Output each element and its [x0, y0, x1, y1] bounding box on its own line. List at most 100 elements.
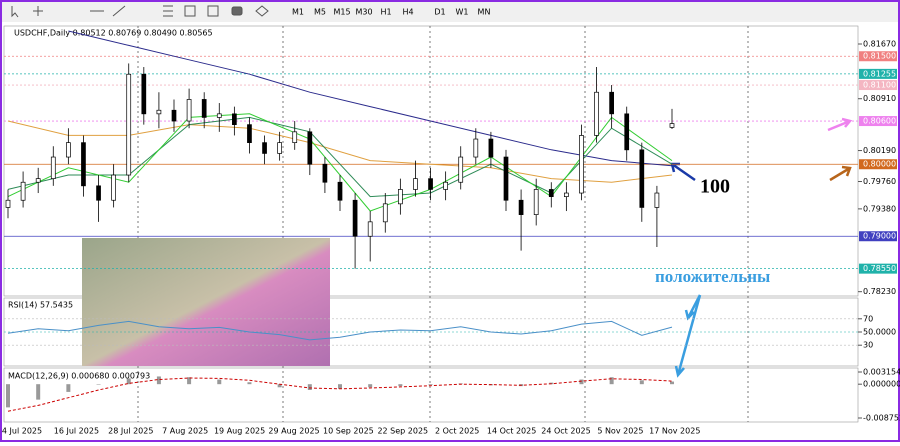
macd-bar: [126, 378, 131, 385]
timeframe-button[interactable]: W1: [456, 8, 469, 17]
macd-bar: [156, 376, 161, 385]
macd-bar: [670, 381, 674, 385]
x-tick-label: 10 Sep 2025: [323, 427, 374, 436]
candle-body: [277, 142, 282, 154]
timeframe-button[interactable]: H1: [380, 8, 391, 17]
macd-bar: [217, 379, 222, 385]
candle-body: [473, 138, 479, 158]
x-tick-label: 7 Aug 2025: [162, 427, 208, 436]
toolbar-icons: [11, 5, 269, 18]
level-label: 0.78550: [863, 264, 896, 273]
level-label-bg: [859, 159, 897, 170]
candle-body: [594, 91, 599, 136]
candle-body: [413, 178, 418, 190]
candle-body: [171, 109, 177, 122]
x-tick-label: 14 Oct 2025: [487, 427, 536, 436]
macd-bar: [398, 384, 403, 387]
candle-body: [579, 135, 584, 194]
candle-body: [382, 203, 388, 223]
cursor-icon[interactable]: [11, 6, 19, 18]
macd-bar: [36, 384, 41, 400]
candle-body: [428, 178, 433, 190]
y-tick-label: 70: [863, 314, 873, 323]
x-tick-label: 2 Oct 2025: [435, 427, 479, 436]
candle-body: [488, 138, 494, 158]
candle-body: [398, 189, 403, 205]
candle-body: [81, 142, 86, 187]
macd-bar: [6, 384, 10, 408]
candle-body: [216, 113, 222, 118]
moving-average: [7, 120, 673, 183]
candle-body: [201, 99, 207, 118]
candle-body: [669, 123, 675, 128]
candle-body: [533, 189, 539, 215]
label-icon[interactable]: [207, 5, 219, 17]
candle-body: [367, 221, 373, 237]
rsi-header: RSI(14) 57.5435: [8, 301, 73, 310]
candle-body: [292, 131, 298, 143]
crosshair-icon[interactable]: [33, 6, 43, 16]
candle-body: [247, 124, 252, 143]
macd-bar: [66, 384, 71, 392]
level-label: 0.80600: [863, 117, 896, 126]
macd-bar: [428, 384, 433, 385]
candle-body: [20, 181, 26, 201]
candle-body: [352, 199, 358, 237]
candle-body: [232, 113, 237, 125]
text-icon[interactable]: [184, 5, 196, 17]
candle-body: [609, 91, 614, 115]
y-tick-label: 30: [863, 341, 873, 350]
macd-bar: [609, 377, 614, 385]
moving-average: [7, 113, 673, 212]
arrows: [670, 117, 853, 378]
main-plot: [3, 25, 859, 297]
annotation-text: положительны: [655, 267, 770, 286]
macd-bar: [96, 384, 101, 385]
candle-body: [50, 156, 56, 179]
y-tick-label: -0.008752: [863, 414, 900, 423]
moving-average: [68, 30, 673, 167]
x-tick-label: 19 Aug 2025: [214, 427, 265, 436]
level-label-bg: [859, 51, 897, 62]
timeframe-button[interactable]: M5: [314, 8, 326, 17]
x-tick-label: 24 Oct 2025: [541, 427, 590, 436]
fibo-icon[interactable]: [163, 5, 173, 17]
timeframe-button[interactable]: D1: [434, 8, 445, 17]
macd-bar: [307, 384, 312, 390]
candle-body: [66, 142, 71, 158]
candle-body: [548, 189, 554, 197]
macd-bar: [368, 384, 373, 388]
shape-icon[interactable]: [231, 6, 243, 16]
timeframe-button[interactable]: M30: [355, 8, 372, 17]
level-label: 0.81100: [863, 81, 896, 90]
toolbar: [2, 2, 898, 22]
timeframe-button[interactable]: M1: [292, 8, 304, 17]
y-tick-label: 0.81670: [863, 40, 896, 49]
timeframe-button[interactable]: MN: [478, 8, 491, 17]
candle-body: [186, 99, 192, 122]
y-tick-label: 0.79760: [863, 177, 896, 186]
macd-signal: [7, 377, 673, 412]
x-tick-label: 22 Sep 2025: [377, 427, 428, 436]
y-tick-label: 0.000000: [863, 380, 900, 389]
candle-body: [639, 149, 645, 208]
x-tick-label: 16 Jul 2025: [54, 427, 99, 436]
macd-bar: [579, 379, 584, 385]
level-label-bg: [859, 263, 897, 274]
candle-body: [111, 174, 116, 201]
candle-body: [5, 199, 11, 208]
macd-plot: [3, 367, 859, 423]
trendline-icon[interactable]: [112, 5, 126, 17]
macd-bar: [277, 384, 282, 388]
arrow-icon[interactable]: [255, 5, 269, 17]
timeframe-button[interactable]: H4: [402, 8, 413, 17]
candle-body: [35, 178, 41, 183]
y-tick-label: 0.79380: [863, 204, 896, 213]
timeframe-button[interactable]: M15: [333, 8, 350, 17]
level-label-bg: [859, 116, 897, 127]
candle-body: [564, 192, 569, 197]
x-tick-label: 5 Nov 2025: [597, 427, 643, 436]
x-tick-label: 29 Aug 2025: [268, 427, 319, 436]
